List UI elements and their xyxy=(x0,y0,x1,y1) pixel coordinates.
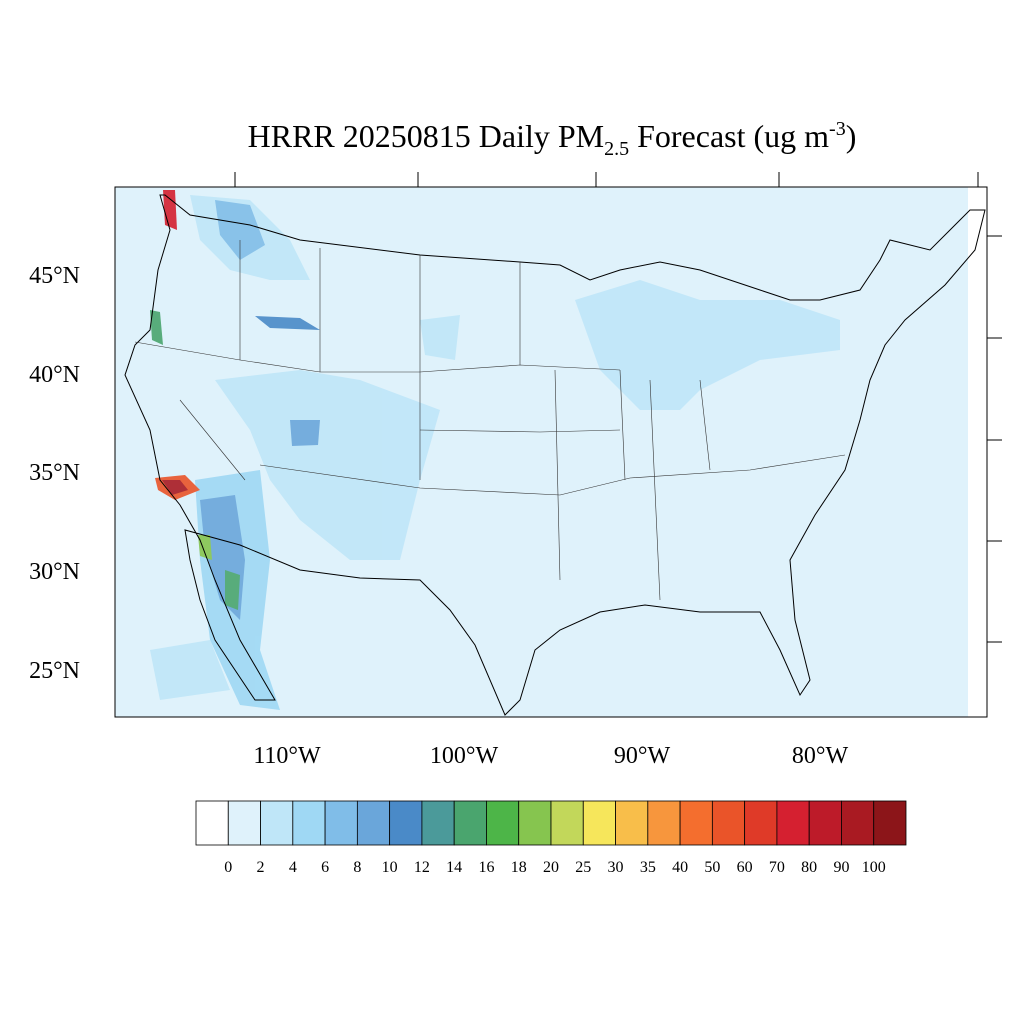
lon-label: 110°W xyxy=(253,743,321,769)
colorbar-label: 90 xyxy=(833,859,849,876)
title-end: ) xyxy=(846,118,857,154)
title-sub: 2.5 xyxy=(604,138,629,160)
colorbar-label: 12 xyxy=(414,859,430,876)
colorbar-label: 4 xyxy=(289,859,297,876)
map-frame xyxy=(114,186,988,718)
pm-fields xyxy=(150,190,840,710)
colorbar-box xyxy=(421,800,455,846)
colorbar-label: 80 xyxy=(801,859,817,876)
lon-labels: 110°W 100°W 90°W 80°W xyxy=(253,743,848,769)
colorbar-box xyxy=(453,800,487,846)
colorbar-label: 100 xyxy=(862,859,886,876)
colorbar-box xyxy=(808,800,842,846)
colorbar-label: 40 xyxy=(672,859,688,876)
colorbar-box xyxy=(324,800,358,846)
colorbar-box xyxy=(356,800,391,846)
lat-label: 40°N xyxy=(29,362,80,388)
colorbar-label: 50 xyxy=(704,859,720,876)
colorbar-box xyxy=(711,800,746,846)
colorbar-label: 0 xyxy=(224,859,232,876)
colorbar-label: 18 xyxy=(511,859,527,876)
lat-label: 45°N xyxy=(29,263,80,289)
colorbar-box xyxy=(486,800,520,846)
colorbar-label: 25 xyxy=(575,859,591,876)
colorbar-box xyxy=(776,800,810,846)
frame-ticks xyxy=(234,172,1002,643)
colorbar-box xyxy=(679,800,713,846)
colorbar-box xyxy=(615,800,649,846)
colorbar-box xyxy=(292,800,326,846)
colorbar-label: 20 xyxy=(543,859,559,876)
colorbar-box xyxy=(260,800,294,846)
lat-label: 25°N xyxy=(29,658,80,684)
colorbar-box xyxy=(389,800,423,846)
colorbar-box xyxy=(195,800,229,846)
title: HRRR 20250815 Daily PM2.5 Forecast (ug m… xyxy=(248,118,857,160)
colorbar-box xyxy=(647,800,681,846)
colorbar-box xyxy=(873,800,907,846)
colorbar-label: 14 xyxy=(446,859,462,876)
lat-label: 35°N xyxy=(29,460,80,486)
colorbar-label: 8 xyxy=(353,859,361,876)
map-nodata xyxy=(968,187,987,717)
lat-labels: 45°N 40°N 35°N 30°N 25°N xyxy=(29,263,80,684)
colorbar-label: 16 xyxy=(478,859,494,876)
colorbar-box xyxy=(744,800,778,846)
colorbar-label: 30 xyxy=(608,859,624,876)
lat-label: 30°N xyxy=(29,559,80,585)
colorbar-label: 10 xyxy=(382,859,398,876)
lon-label: 90°W xyxy=(614,743,671,769)
colorbar-label: 6 xyxy=(321,859,329,876)
colorbar: 0 2 4 6 8 10 12 14 16 18 20 25 30 35 40 50 60 70 80 90 100 xyxy=(195,800,907,876)
state-borders xyxy=(134,240,846,601)
colorbar-box xyxy=(518,800,552,846)
map xyxy=(114,172,1002,718)
colorbar-box xyxy=(550,800,584,846)
lon-label: 80°W xyxy=(792,743,849,769)
colorbar-box xyxy=(227,800,261,846)
title-sup: -3 xyxy=(829,118,846,140)
colorbar-box xyxy=(841,800,875,846)
title-mid: Forecast (ug m xyxy=(629,118,829,154)
colorbar-label: 35 xyxy=(640,859,656,876)
coastline xyxy=(124,194,986,716)
colorbar-label: 2 xyxy=(257,859,265,876)
lon-label: 100°W xyxy=(430,743,499,769)
title-main: HRRR 20250815 Daily PM xyxy=(248,118,604,154)
colorbar-box xyxy=(582,800,616,846)
colorbar-label: 70 xyxy=(769,859,785,876)
colorbar-label: 60 xyxy=(737,859,753,876)
